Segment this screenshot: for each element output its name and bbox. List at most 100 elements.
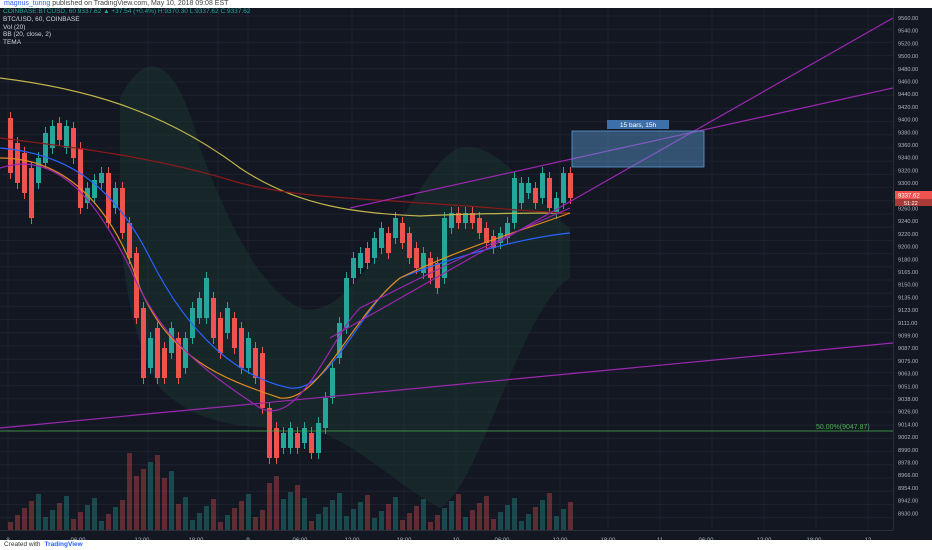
volume-indicator-label[interactable]: Vol (20): [3, 23, 26, 31]
candle-body: [386, 233, 391, 253]
price-tick-label: 9063.00: [898, 372, 918, 378]
last-price-label: 9337.62: [898, 194, 920, 200]
candle-body: [288, 428, 293, 448]
volume-bar: [351, 509, 356, 530]
candle-body: [330, 368, 335, 398]
price-tick-label: 9002.00: [898, 435, 918, 441]
price-tick-label: 8966.00: [898, 473, 918, 479]
price-axis[interactable]: 9560.00 9540.00 9520.00 9500.00 9480.00 9460.…: [893, 8, 932, 530]
volume-bar: [43, 517, 48, 530]
volume-bar: [218, 522, 223, 530]
volume-bar: [540, 500, 545, 530]
price-tick-label: 9340.00: [898, 156, 918, 162]
price-chart[interactable]: 50.00%(9047.87) 15 bars, 15h: [0, 8, 893, 530]
countdown-label: 51:22: [904, 201, 918, 207]
price-tick-label: 8978.00: [898, 461, 918, 467]
volume-bar: [239, 501, 244, 530]
volume-bar: [435, 515, 440, 530]
candle-body: [379, 228, 384, 248]
candle-body: [106, 173, 111, 223]
volume-bar: [8, 522, 13, 530]
volume-bar: [316, 514, 321, 530]
candle-body: [456, 213, 461, 223]
volume-bar: [253, 517, 258, 530]
bollinger-bands: [120, 66, 570, 509]
candle-body: [421, 253, 426, 273]
price-tick-label: 9026.00: [898, 410, 918, 416]
chart-area[interactable]: 50.00%(9047.87) 15 bars, 15h COINBASE:BTC…: [0, 8, 932, 544]
volume-bar: [295, 485, 300, 530]
candle-body: [162, 348, 167, 378]
candle-body: [197, 298, 202, 318]
volume-bar: [309, 521, 314, 530]
candle-body: [204, 278, 209, 318]
candle-body: [71, 128, 76, 158]
volume-bar: [393, 497, 398, 530]
volume-bar: [519, 521, 524, 530]
price-tick-label: 9014.00: [898, 422, 918, 428]
candle-body: [519, 183, 524, 203]
volume-bar: [456, 494, 461, 530]
volume-bar: [526, 514, 531, 530]
volume-bar: [85, 505, 90, 530]
bollinger-indicator-label[interactable]: BB (20, close, 2): [3, 31, 52, 39]
volume-bar: [50, 510, 55, 530]
moving-averages: [0, 77, 571, 412]
volume-bar: [337, 493, 342, 530]
volume-bar: [197, 513, 202, 530]
candle-body: [183, 338, 188, 368]
volume-bar: [190, 520, 195, 530]
volume-bar: [491, 519, 496, 530]
tradingview-logo[interactable]: TradingView: [44, 541, 83, 548]
price-tick-label: 9560.00: [898, 16, 918, 22]
trendline-support: [329, 17, 893, 339]
candle-body: [400, 223, 405, 243]
candle-body: [267, 408, 272, 458]
symbol-label[interactable]: BTC/USD, 60, COINBASE: [3, 15, 80, 23]
volume-bar: [106, 514, 111, 530]
volume-bar: [505, 505, 510, 530]
price-axis-labels: 9560.00 9540.00 9520.00 9500.00 9480.00 9460.…: [895, 16, 932, 517]
volume-bar: [120, 500, 125, 530]
price-tick-label: 9135.00: [898, 295, 918, 301]
volume-bar: [400, 520, 405, 530]
author-link[interactable]: magnus_turing: [4, 0, 51, 7]
price-tick-label: 9099.00: [898, 334, 918, 340]
candle-body: [477, 218, 482, 233]
volume-bar: [99, 521, 104, 530]
candle-body: [484, 228, 489, 243]
trend-drawings: 50.00%(9047.87) 15 bars, 15h: [0, 17, 893, 432]
volume-bar: [547, 493, 552, 530]
volume-bar: [372, 518, 377, 530]
price-tick-label: 9051.00: [898, 384, 918, 390]
volume-bar: [141, 469, 146, 530]
candle-body: [169, 328, 174, 353]
price-tick-label: 9500.00: [898, 54, 918, 60]
volume-bars: [8, 453, 573, 530]
volume-bar: [183, 497, 188, 530]
candle-body: [232, 318, 237, 348]
volume-bar: [554, 516, 559, 530]
chart-legend: COINBASE:BTCUSD, 60 9337.62 ▲ +37.54 (+0…: [3, 8, 250, 47]
candle-body: [505, 223, 510, 238]
volume-bar: [379, 511, 384, 530]
measure-label: 15 bars, 15h: [620, 122, 657, 129]
ma-yellow: [0, 77, 571, 217]
tema-indicator-label[interactable]: TEMA: [3, 39, 22, 47]
volume-bar: [176, 504, 181, 530]
volume-bar: [470, 510, 475, 530]
candle-body: [78, 148, 83, 208]
quote-line: COINBASE:BTCUSD, 60 9337.62 ▲ +37.54 (+0…: [3, 8, 251, 15]
trendline-upper: [349, 87, 893, 209]
candle-body: [435, 263, 440, 288]
candle-body: [50, 126, 55, 148]
candle-body: [407, 233, 412, 258]
candle-body: [113, 188, 118, 208]
price-tick-label: 9150.00: [898, 283, 918, 289]
volume-bar: [169, 471, 174, 530]
volume-bar: [498, 512, 503, 530]
candle-body: [134, 253, 139, 318]
volume-bar: [323, 507, 328, 530]
candle-body: [274, 428, 279, 458]
volume-bar: [225, 515, 230, 530]
